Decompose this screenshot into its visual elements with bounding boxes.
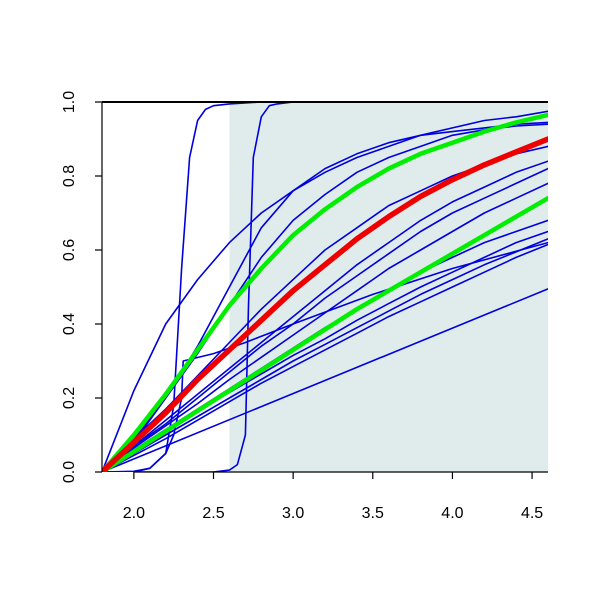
series-line-blue-10 [102, 238, 548, 472]
x-tick-label: 2.5 [202, 505, 224, 522]
series-line-blue-6 [102, 167, 548, 472]
series-line-green-16 [102, 195, 548, 472]
series-line-blue-14 [102, 241, 548, 472]
y-tick-label: 0.0 [61, 461, 78, 483]
x-tick-label: 3.5 [362, 505, 384, 522]
series-line-blue-0 [102, 288, 548, 472]
shaded-region [229, 102, 548, 472]
series-line-green-15 [102, 112, 548, 472]
series-line-blue-1 [102, 110, 548, 472]
y-tick-label: 0.4 [61, 313, 78, 335]
x-tick-label: 2.0 [123, 505, 145, 522]
series-line-blue-11 [102, 243, 548, 472]
y-tick-label: 0.2 [61, 387, 78, 409]
series-line-blue-5 [102, 160, 548, 472]
x-tick-label: 3.0 [282, 505, 304, 522]
y-tick-label: 0.6 [61, 239, 78, 261]
series-line-blue-13 [102, 101, 548, 472]
x-tick-label: 4.5 [521, 505, 543, 522]
y-tick-label: 1.0 [61, 91, 78, 113]
y-tick-label: 0.8 [61, 165, 78, 187]
x-tick-label: 4.0 [441, 505, 463, 522]
series-line-red-17 [102, 136, 548, 472]
